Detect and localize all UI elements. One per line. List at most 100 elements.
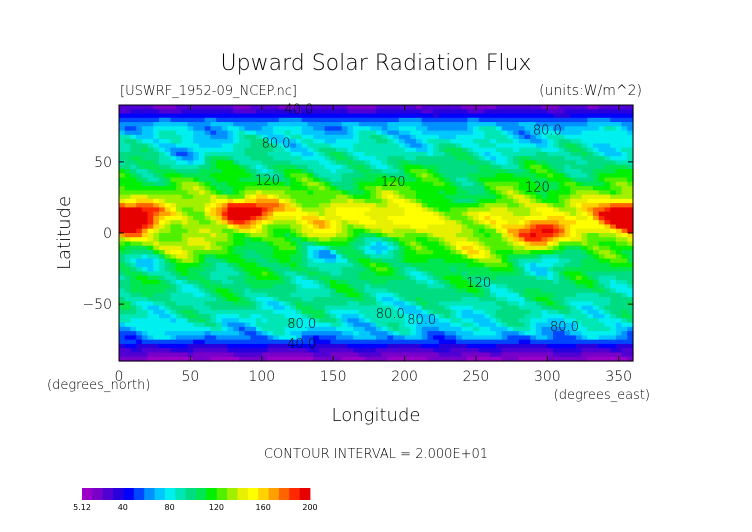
- heatmap-cell: [553, 203, 560, 208]
- heatmap-cell: [153, 143, 160, 149]
- heatmap-cell: [330, 169, 337, 174]
- heatmap-cell: [553, 258, 560, 264]
- heatmap-cell: [455, 186, 463, 191]
- heatmap-cell: [267, 258, 274, 264]
- heatmap-cell: [336, 198, 343, 204]
- heatmap-cell: [387, 220, 394, 226]
- heatmap-cell: [313, 301, 320, 307]
- heatmap-cell: [341, 117, 349, 123]
- heatmap-cell: [307, 228, 314, 234]
- heatmap-cell: [558, 143, 566, 149]
- heatmap-cell: [278, 288, 286, 294]
- heatmap-cell: [136, 301, 143, 307]
- heatmap-cell: [244, 228, 251, 234]
- heatmap-cell: [318, 130, 326, 136]
- heatmap-cell: [433, 220, 440, 226]
- heatmap-cell: [210, 220, 217, 226]
- heatmap-cell: [621, 160, 628, 166]
- heatmap-cell: [541, 224, 548, 230]
- heatmap-cell: [181, 113, 189, 119]
- heatmap-cell: [347, 181, 354, 187]
- heatmap-cell: [181, 288, 189, 294]
- heatmap-cell: [547, 292, 554, 298]
- heatmap-cell: [233, 279, 240, 285]
- heatmap-cell: [547, 164, 554, 170]
- heatmap-cell: [610, 250, 617, 255]
- heatmap-cell: [484, 130, 491, 136]
- heatmap-cell: [341, 237, 349, 243]
- heatmap-cell: [296, 105, 303, 110]
- heatmap-cell: [547, 288, 554, 294]
- heatmap-cell: [261, 254, 269, 260]
- heatmap-cell: [564, 275, 571, 281]
- heatmap-cell: [610, 279, 617, 285]
- heatmap-cell: [450, 224, 457, 230]
- heatmap-cell: [141, 181, 149, 187]
- heatmap-cell: [610, 164, 617, 170]
- heatmap-cell: [524, 250, 531, 255]
- heatmap-cell: [353, 177, 360, 183]
- heatmap-cell: [484, 284, 491, 290]
- heatmap-cell: [473, 224, 480, 230]
- heatmap-cell: [336, 292, 343, 298]
- heatmap-cell: [438, 151, 446, 157]
- heatmap-cell: [227, 267, 234, 272]
- heatmap-cell: [438, 250, 446, 255]
- heatmap-cell: [501, 207, 508, 213]
- heatmap-cell: [353, 220, 360, 226]
- heatmap-cell: [210, 284, 217, 290]
- heatmap-cell: [490, 156, 497, 162]
- heatmap-cell: [318, 271, 326, 277]
- heatmap-cell: [513, 271, 520, 277]
- heatmap-cell: [330, 314, 337, 319]
- heatmap-cell: [444, 245, 451, 251]
- heatmap-cell: [598, 245, 606, 251]
- heatmap-cell: [593, 177, 600, 183]
- heatmap-cell: [193, 139, 200, 144]
- heatmap-cell: [227, 117, 234, 123]
- heatmap-cell: [575, 288, 583, 294]
- heatmap-cell: [381, 147, 389, 153]
- heatmap-cell: [610, 275, 617, 281]
- heatmap-cell: [347, 314, 354, 319]
- heatmap-cell: [267, 134, 274, 140]
- heatmap-cell: [136, 245, 143, 251]
- heatmap-cell: [564, 117, 571, 123]
- heatmap-cell: [473, 130, 480, 136]
- heatmap-cell: [495, 203, 503, 208]
- heatmap-cell: [575, 335, 583, 341]
- heatmap-cell: [570, 301, 577, 307]
- heatmap-cell: [324, 262, 331, 268]
- heatmap-cell: [256, 297, 263, 302]
- heatmap-cell: [347, 301, 354, 307]
- heatmap-cell: [461, 335, 468, 341]
- heatmap-cell: [507, 109, 514, 115]
- heatmap-cell: [330, 164, 337, 170]
- heatmap-cell: [541, 318, 548, 324]
- heatmap-cell: [570, 305, 577, 311]
- heatmap-cell: [621, 211, 628, 217]
- heatmap-cell: [398, 279, 406, 285]
- heatmap-cell: [490, 220, 497, 226]
- heatmap-cell: [296, 318, 303, 324]
- heatmap-cell: [153, 301, 160, 307]
- heatmap-cell: [170, 164, 177, 170]
- heatmap-cell: [393, 335, 400, 341]
- heatmap-cell: [296, 228, 303, 234]
- heatmap-cell: [410, 113, 417, 119]
- heatmap-cell: [216, 331, 223, 336]
- heatmap-cell: [530, 169, 537, 174]
- heatmap-cell: [421, 190, 428, 196]
- heatmap-cell: [358, 245, 366, 251]
- heatmap-cell: [530, 309, 537, 315]
- heatmap-cell: [530, 318, 537, 324]
- heatmap-cell: [301, 224, 309, 230]
- heatmap-cell: [250, 237, 257, 243]
- heatmap-cell: [415, 186, 423, 191]
- heatmap-cell: [615, 237, 623, 243]
- heatmap-cell: [581, 211, 588, 217]
- heatmap-cell: [564, 220, 571, 226]
- heatmap-cell: [238, 335, 246, 341]
- heatmap-cell: [393, 207, 400, 213]
- heatmap-cell: [621, 275, 628, 281]
